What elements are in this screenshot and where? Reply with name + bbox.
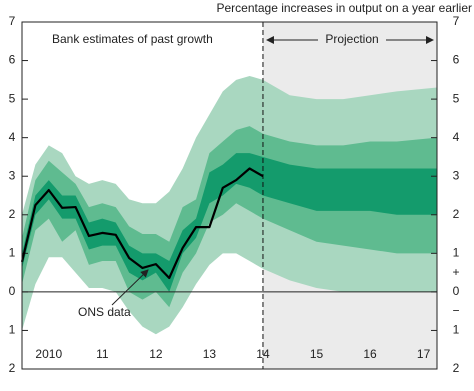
chart-title: Percentage increases in output on a year… [217,1,473,15]
y-tick-label: 1 [9,246,16,260]
y-tick-label: 7 [9,14,16,28]
sign-label: + [452,265,459,279]
y-tick-label: 1 [9,323,16,337]
ons-label: ONS data [78,305,131,319]
ons-line [20,167,264,280]
plot-frame [21,21,438,370]
x-tick-label: 13 [203,347,217,361]
ons-arrow [111,269,149,306]
y-tick-label: 4 [9,130,16,144]
y-tick-label: 1 [453,323,460,337]
x-tick-label: 11 [96,347,109,361]
y-tick-label: 1 [453,246,460,260]
x-tick-label: 12 [149,347,163,361]
x-tick-label: 15 [310,347,324,361]
y-tick-label: 2 [453,207,460,221]
y-tick-label: 3 [9,168,16,182]
y-tick-label: 0 [9,284,16,298]
sign-label: − [452,303,459,317]
y-tick-label: 6 [453,53,460,67]
y-tick-label: 2 [9,207,16,221]
y-tick-label: 7 [453,14,460,28]
y-tick-label: 2 [9,361,16,375]
y-tick-label: 2 [453,361,460,375]
y-tick-label: 3 [453,168,460,182]
projection-label: Projection [325,32,378,46]
y-tick-label: 6 [9,53,16,67]
y-tick-label: 5 [453,91,460,105]
y-tick-label: 5 [9,91,16,105]
past-label: Bank estimates of past growth [52,32,213,46]
fan-band [22,153,437,292]
x-tick-label: 16 [363,347,377,361]
y-tick-label: 0 [453,284,460,298]
y-tick-label: 4 [453,130,460,144]
x-tick-label: 2010 [35,347,62,361]
x-tick-label: 17 [417,347,431,361]
